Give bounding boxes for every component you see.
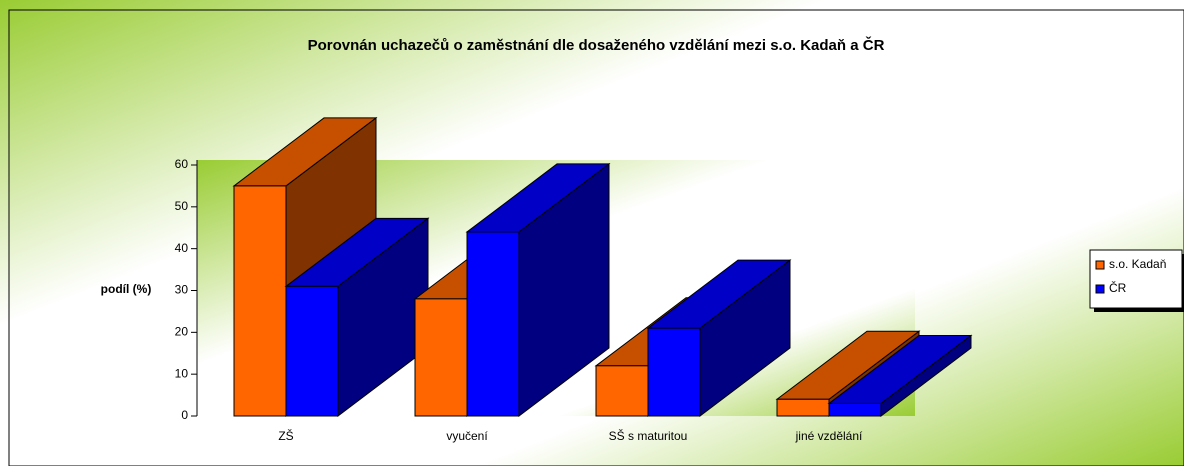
chart-border <box>8 9 1184 466</box>
bar <box>466 231 520 417</box>
legend-swatch <box>1095 284 1105 294</box>
y-tick-label: 60 <box>175 157 189 171</box>
y-tick-label: 40 <box>175 241 189 255</box>
legend <box>1089 249 1183 309</box>
legend-swatch <box>1095 260 1105 270</box>
bar <box>414 298 468 417</box>
bar <box>285 285 339 417</box>
y-tick-label: 0 <box>181 408 188 422</box>
bar <box>647 327 701 417</box>
x-tick-label: jiné vzdělání <box>795 429 863 443</box>
y-tick-label: 50 <box>175 199 189 213</box>
bar <box>776 398 830 417</box>
bar <box>828 402 882 417</box>
legend-label: s.o. Kadaň <box>1109 257 1166 271</box>
x-tick-label: vyučení <box>446 429 488 443</box>
x-tick-label: SŠ s maturitou <box>609 428 688 443</box>
y-tick-label: 20 <box>175 325 189 339</box>
bar <box>595 365 649 417</box>
legend-label: ČR <box>1109 280 1127 295</box>
y-tick-label: 30 <box>175 283 189 297</box>
y-axis-label: podíl (%) <box>101 282 152 296</box>
bar <box>233 185 287 417</box>
y-tick-label: 10 <box>175 366 189 380</box>
chart-title: Porovnán uchazečů o zaměstnání dle dosaž… <box>308 36 885 54</box>
x-tick-label: ZŠ <box>278 428 293 443</box>
